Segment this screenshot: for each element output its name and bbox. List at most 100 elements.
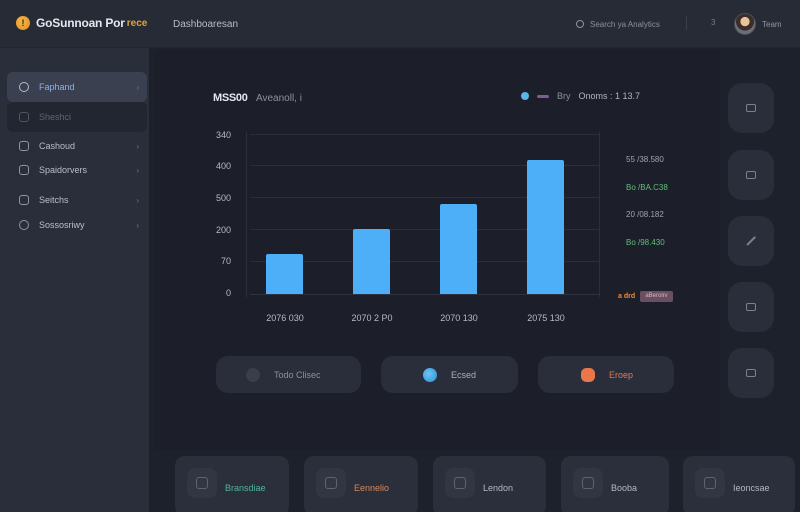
y-tick: 500 <box>215 193 231 203</box>
card-icon-box <box>445 468 475 498</box>
rail-trend-button[interactable] <box>728 216 774 266</box>
x-tick: 2075 130 <box>527 313 565 323</box>
building-icon <box>325 477 337 489</box>
eroep-button[interactable]: Eroep <box>538 356 674 393</box>
circle-icon <box>246 367 260 382</box>
card-label: Lendon <box>483 483 514 493</box>
sidebar-item-label: Sossosriwy <box>39 220 85 230</box>
chevron-right-icon: › <box>136 166 139 175</box>
sidebar-item-cashoud[interactable]: Cashoud › <box>7 131 147 161</box>
chart-bar[interactable] <box>440 204 477 294</box>
avatar[interactable] <box>734 13 756 35</box>
orange-tag: a drd <box>618 293 636 300</box>
card-label: Ieoncsae <box>733 483 770 493</box>
legend-line-icon <box>537 94 549 98</box>
gridline <box>250 165 600 166</box>
rail-camera-button[interactable] <box>728 282 774 332</box>
sidebar-item-seitchs[interactable]: Seitchs › <box>7 185 147 215</box>
gridline <box>250 134 600 135</box>
document-icon <box>19 112 29 122</box>
sidebar-item-label: Faphand <box>39 82 75 92</box>
chart-bar[interactable] <box>353 229 390 294</box>
chevron-right-icon: › <box>136 142 139 151</box>
legend-text: Onoms : 1 13.7 <box>578 91 641 101</box>
search-placeholder: Search ya Analytics <box>590 19 660 29</box>
layers-icon <box>454 477 466 489</box>
y-axis <box>246 132 247 297</box>
card-ieoncsae[interactable]: Ieoncsae <box>683 456 795 512</box>
sidebar-item-spaidorvers[interactable]: Spaidorvers › <box>7 155 147 185</box>
y-tick: 400 <box>215 161 231 171</box>
ecsed-button[interactable]: Ecsed <box>381 356 518 393</box>
sidebar-item-label: Sheshci <box>39 112 72 122</box>
user-name[interactable]: Team <box>762 20 782 29</box>
briefcase-icon <box>19 141 29 151</box>
sidebar-item-sossosriwy[interactable]: Sossosriwy › <box>7 210 147 240</box>
action-label: Todo Clisec <box>274 369 321 380</box>
rail-briefcase-button[interactable] <box>728 150 774 200</box>
search-icon <box>576 20 584 28</box>
card-bransdiae[interactable]: Bransdiae <box>175 456 289 512</box>
camera-icon <box>746 303 756 311</box>
todo-button[interactable]: Todo Clisec <box>216 356 361 393</box>
sidebar-subitem[interactable]: Sheshci <box>7 102 147 132</box>
y-tick: 70 <box>220 256 231 266</box>
side-value: 55 /38.580 <box>626 155 664 164</box>
gridline <box>250 229 600 230</box>
card-label: Eennelio <box>354 483 390 493</box>
x-tick: 2076 030 <box>266 313 304 323</box>
legend-dot-icon <box>521 92 529 100</box>
x-axis <box>250 294 600 295</box>
action-label: Ecsed <box>451 369 477 380</box>
x-tick: 2070 2 P0 <box>351 313 393 323</box>
chevron-right-icon: › <box>136 196 139 205</box>
inbox-icon <box>746 104 756 112</box>
y-tick: 0 <box>225 288 231 298</box>
briefcase-icon <box>746 171 756 179</box>
card-booba[interactable]: Booba <box>561 456 669 512</box>
breadcrumb: Dashboaresan <box>173 19 239 30</box>
card-icon-box <box>316 468 346 498</box>
sidebar-item-label: Cashoud <box>39 141 76 151</box>
card-label: Booba <box>611 483 638 493</box>
chevron-right-icon: › <box>136 83 139 92</box>
sidebar-item-dashboard[interactable]: Faphand › <box>7 72 147 102</box>
card-eennelio[interactable]: Eennelio <box>304 456 418 512</box>
status-badge[interactable]: aBeroirv <box>640 291 673 302</box>
chart-right-border <box>599 132 600 297</box>
top-bar: ! GoSunnoan Por rece Dashboaresan Search… <box>0 0 800 48</box>
chart-legend[interactable]: Bry Onoms : 1 13.7 <box>521 91 640 101</box>
user-icon <box>582 477 594 489</box>
legend-label: Bry <box>557 91 571 101</box>
y-tick: 200 <box>215 225 231 235</box>
brand[interactable]: ! GoSunnoan Por rece <box>16 16 147 30</box>
y-tick: 340 <box>215 130 231 140</box>
chart-bar[interactable] <box>266 254 303 294</box>
gridline <box>250 197 600 198</box>
search-shortcut: 3 <box>711 18 716 27</box>
chevron-right-icon: › <box>136 221 139 230</box>
chart-bar[interactable] <box>527 160 564 294</box>
shield-icon <box>19 220 29 230</box>
archive-icon <box>704 477 716 489</box>
sidebar-item-label: Spaidorvers <box>39 165 88 175</box>
sidebar-item-label: Seitchs <box>39 195 69 205</box>
card-icon-box <box>573 468 603 498</box>
chart-subtitle: Aveanoll, i <box>256 93 302 104</box>
card-icon-box <box>695 468 725 498</box>
search-divider <box>686 16 687 30</box>
device-icon <box>19 195 29 205</box>
rail-inbox-button[interactable] <box>728 83 774 133</box>
x-tick: 2070 130 <box>440 313 478 323</box>
side-value: 20 /08.182 <box>626 210 664 219</box>
card-icon-box <box>187 468 217 498</box>
search-input[interactable]: Search ya Analytics <box>566 11 718 37</box>
folder-icon <box>19 165 29 175</box>
link-icon <box>196 477 208 489</box>
dashboard-icon <box>19 82 29 92</box>
gridline <box>250 261 600 262</box>
card-lendon[interactable]: Lendon <box>433 456 546 512</box>
rail-export-button[interactable] <box>728 348 774 398</box>
chart-title: MSS00 <box>213 92 248 104</box>
brand-name: GoSunnoan Por <box>36 16 125 30</box>
